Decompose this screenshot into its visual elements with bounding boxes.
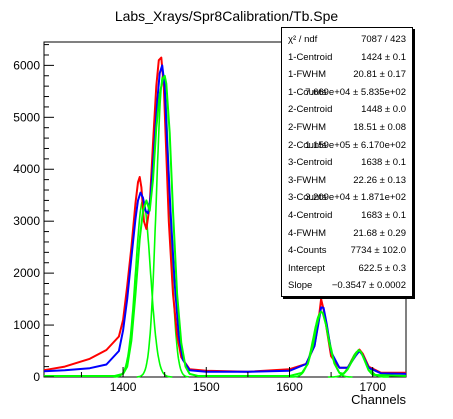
x-axis-label: Channels <box>351 392 406 407</box>
stat-row: 4-FWHM 21.68 ± 0.29 <box>288 224 406 243</box>
stat-value: 20.81 ± 0.17 <box>353 65 406 84</box>
stat-row: 2-FWHM 18.51 ± 0.08 <box>288 118 406 137</box>
stat-name: Slope <box>288 276 312 295</box>
stat-row: 3-FWHM 22.26 ± 0.13 <box>288 171 406 190</box>
stat-value: 1448 ± 0.0 <box>361 100 406 119</box>
stat-name: 4-FWHM <box>288 224 326 243</box>
y-tick-label: 5000 <box>13 110 40 124</box>
stat-name: 1-Centroid <box>288 48 332 67</box>
stat-name: 3-FWHM <box>288 171 326 190</box>
stat-name: 4-Centroid <box>288 206 332 225</box>
y-tick-label: 0 <box>33 370 40 384</box>
stat-row: Slope −0.3547 ± 0.0002 <box>288 276 406 295</box>
stat-value: 3.209e+04 ± 1.871e+02 <box>305 188 406 207</box>
stat-row: 3-Centroid 1638 ± 0.1 <box>288 153 406 172</box>
stat-row: 2-Centroid 1448 ± 0.0 <box>288 100 406 119</box>
stat-name: Intercept <box>288 259 325 278</box>
stat-value: 22.26 ± 0.13 <box>353 171 406 190</box>
x-tick-label: 1400 <box>110 380 137 394</box>
stat-row: 1-FWHM 20.81 ± 0.17 <box>288 65 406 84</box>
stat-value: 7087 / 423 <box>361 30 406 49</box>
stat-value: 18.51 ± 0.08 <box>353 118 406 137</box>
stat-value: 7734 ± 102.0 <box>351 241 406 260</box>
stat-value: 1.159e+05 ± 6.170e+02 <box>305 136 406 155</box>
y-tick-label: 6000 <box>13 58 40 72</box>
stat-name: 1-FWHM <box>288 65 326 84</box>
fit-component-1 <box>114 200 173 377</box>
stat-row: Intercept 622.5 ± 0.3 <box>288 259 406 278</box>
y-tick-label: 2000 <box>13 266 40 280</box>
stat-row: 1-Counts 7.669e+04 ± 5.835e+02 <box>288 83 406 102</box>
stat-value: 21.68 ± 0.29 <box>353 224 406 243</box>
stat-name: 4-Counts <box>288 241 327 260</box>
y-tick-label: 4000 <box>13 162 40 176</box>
stat-value: −0.3547 ± 0.0002 <box>332 276 406 295</box>
y-tick-label: 1000 <box>13 318 40 332</box>
stat-value: 1424 ± 0.1 <box>361 48 406 67</box>
stat-name: 3-Centroid <box>288 153 332 172</box>
stat-row: 3-Counts 3.209e+04 ± 1.871e+02 <box>288 188 406 207</box>
stat-name: 2-Centroid <box>288 100 332 119</box>
x-tick-label: 1600 <box>276 380 303 394</box>
stat-value: 622.5 ± 0.3 <box>359 259 406 278</box>
stat-value: 1638 ± 0.1 <box>361 153 406 172</box>
stat-row: 1-Centroid 1424 ± 0.1 <box>288 48 406 67</box>
stat-name: χ² / ndf <box>288 30 317 49</box>
stat-row: 4-Counts 7734 ± 102.0 <box>288 241 406 260</box>
stat-value: 1683 ± 0.1 <box>361 206 406 225</box>
stat-row: χ² / ndf 7087 / 423 <box>288 30 406 49</box>
y-tick-label: 3000 <box>13 214 40 228</box>
stat-row: 4-Centroid 1683 ± 0.1 <box>288 206 406 225</box>
fit-stats-box: χ² / ndf 7087 / 423 1-Centroid 1424 ± 0.1 1-… <box>281 27 413 297</box>
stat-row: 2-Counts 1.159e+05 ± 6.170e+02 <box>288 136 406 155</box>
stat-value: 7.669e+04 ± 5.835e+02 <box>305 83 406 102</box>
x-tick-label: 1500 <box>193 380 220 394</box>
stat-name: 2-FWHM <box>288 118 326 137</box>
